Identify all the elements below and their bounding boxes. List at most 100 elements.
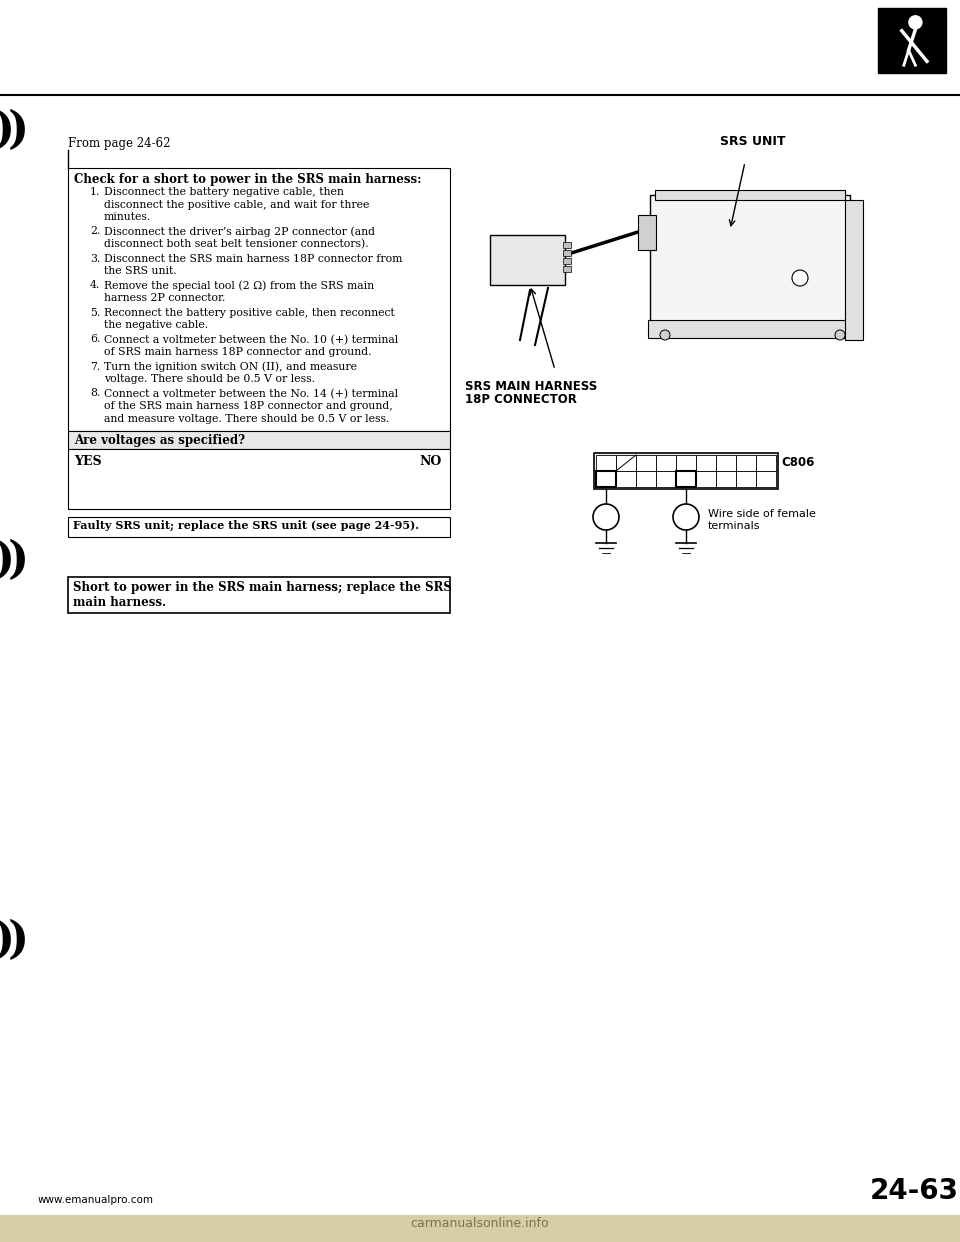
- Text: of the SRS main harness 18P connector and ground,: of the SRS main harness 18P connector an…: [104, 401, 393, 411]
- Text: Wire side of female
terminals: Wire side of female terminals: [708, 509, 816, 530]
- Text: and measure voltage. There should be 0.5 V or less.: and measure voltage. There should be 0.5…: [104, 414, 390, 424]
- Text: 2.: 2.: [90, 226, 101, 236]
- Text: 8.: 8.: [90, 389, 101, 399]
- Text: Disconnect the SRS main harness 18P connector from: Disconnect the SRS main harness 18P conn…: [104, 253, 402, 263]
- Bar: [596, 471, 616, 487]
- Bar: [563, 242, 571, 248]
- Text: 4: 4: [663, 456, 669, 465]
- Text: 11: 11: [620, 472, 632, 481]
- Circle shape: [835, 330, 845, 340]
- Text: disconnect the positive cable, and wait for three: disconnect the positive cable, and wait …: [104, 200, 370, 210]
- Text: carmanualsonline.info: carmanualsonline.info: [411, 1217, 549, 1230]
- Bar: [676, 471, 696, 487]
- Text: V: V: [602, 508, 611, 518]
- Circle shape: [909, 16, 922, 29]
- Text: C806: C806: [781, 456, 814, 469]
- Bar: [616, 455, 636, 471]
- Text: www.emanualpro.com: www.emanualpro.com: [38, 1195, 154, 1205]
- Bar: [716, 471, 736, 487]
- Bar: [490, 235, 565, 284]
- Text: 5: 5: [684, 456, 689, 465]
- Bar: [563, 266, 571, 272]
- Bar: [655, 190, 845, 200]
- Bar: [638, 215, 656, 250]
- Bar: [460, 148, 930, 458]
- Text: minutes.: minutes.: [104, 212, 152, 222]
- Text: disconnect both seat belt tensioner connectors).: disconnect both seat belt tensioner conn…: [104, 238, 369, 250]
- Bar: [648, 320, 858, 338]
- Text: 1.: 1.: [90, 188, 101, 197]
- Text: 17: 17: [740, 472, 752, 481]
- Bar: [563, 258, 571, 265]
- Text: 7: 7: [723, 456, 729, 465]
- Text: Turn the ignition switch ON (II), and measure: Turn the ignition switch ON (II), and me…: [104, 361, 357, 373]
- Circle shape: [593, 504, 619, 530]
- Bar: [656, 455, 676, 471]
- Text: 3.: 3.: [90, 253, 101, 263]
- Text: ): ): [8, 919, 29, 961]
- Bar: [676, 471, 696, 487]
- Bar: [0, 1215, 960, 1242]
- Bar: [656, 471, 676, 487]
- Circle shape: [673, 504, 699, 530]
- Text: Faulty SRS unit; replace the SRS unit (see page 24-95).: Faulty SRS unit; replace the SRS unit (s…: [73, 520, 420, 532]
- Text: Disconnect the driver’s airbag 2P connector (and: Disconnect the driver’s airbag 2P connec…: [104, 226, 375, 237]
- Circle shape: [660, 330, 670, 340]
- Text: YES: YES: [74, 455, 102, 468]
- Text: 14: 14: [681, 472, 692, 481]
- Text: 10: 10: [600, 472, 612, 481]
- Bar: [650, 195, 850, 325]
- Text: 12: 12: [640, 472, 652, 481]
- Text: the negative cable.: the negative cable.: [104, 320, 208, 330]
- Text: harness 2P connector.: harness 2P connector.: [104, 293, 226, 303]
- Text: Connect a voltmeter between the No. 10 (+) terminal: Connect a voltmeter between the No. 10 (…: [104, 334, 398, 345]
- Text: 4.: 4.: [90, 281, 100, 291]
- Bar: [563, 250, 571, 256]
- Bar: [736, 455, 756, 471]
- Text: From page 24-62: From page 24-62: [68, 137, 171, 150]
- Text: Remove the special tool (2 Ω) from the SRS main: Remove the special tool (2 Ω) from the S…: [104, 281, 374, 291]
- Text: 24-63: 24-63: [870, 1177, 959, 1205]
- Text: ): ): [8, 108, 29, 152]
- Text: ): ): [0, 919, 14, 961]
- Circle shape: [792, 270, 808, 286]
- Text: 18: 18: [760, 472, 772, 481]
- Text: V: V: [682, 508, 690, 518]
- Bar: [616, 471, 636, 487]
- Bar: [596, 455, 616, 471]
- Bar: [878, 7, 946, 73]
- Text: 16: 16: [720, 472, 732, 481]
- Bar: [696, 471, 716, 487]
- Text: 5.: 5.: [90, 308, 100, 318]
- Text: 18P CONNECTOR: 18P CONNECTOR: [465, 392, 577, 406]
- Bar: [68, 168, 450, 431]
- Text: 9: 9: [763, 456, 769, 465]
- Text: Short to power in the SRS main harness; replace the SRS
main harness.: Short to power in the SRS main harness; …: [73, 581, 452, 609]
- Text: 6.: 6.: [90, 334, 101, 344]
- Bar: [594, 453, 778, 489]
- Bar: [736, 471, 756, 487]
- Bar: [68, 431, 450, 450]
- Text: ): ): [0, 539, 14, 581]
- Bar: [756, 471, 776, 487]
- Text: 13: 13: [660, 472, 672, 481]
- Text: the SRS unit.: the SRS unit.: [104, 266, 177, 276]
- Bar: [636, 455, 656, 471]
- Text: 1: 1: [603, 456, 609, 465]
- Bar: [636, 471, 656, 487]
- Text: Connect a voltmeter between the No. 14 (+) terminal: Connect a voltmeter between the No. 14 (…: [104, 389, 398, 399]
- Bar: [676, 455, 696, 471]
- Bar: [845, 200, 863, 340]
- Text: 7.: 7.: [90, 361, 100, 371]
- Text: NO: NO: [420, 455, 442, 468]
- Text: voltage. There should be 0.5 V or less.: voltage. There should be 0.5 V or less.: [104, 374, 315, 384]
- Text: of SRS main harness 18P connector and ground.: of SRS main harness 18P connector and gr…: [104, 347, 372, 356]
- Text: 3: 3: [643, 456, 649, 465]
- Bar: [68, 578, 450, 614]
- Text: Check for a short to power in the SRS main harness:: Check for a short to power in the SRS ma…: [74, 173, 421, 186]
- Bar: [68, 517, 450, 537]
- Text: 6: 6: [703, 456, 708, 465]
- Text: ): ): [8, 539, 29, 581]
- Text: ): ): [0, 108, 14, 152]
- Text: SRS UNIT: SRS UNIT: [720, 135, 785, 148]
